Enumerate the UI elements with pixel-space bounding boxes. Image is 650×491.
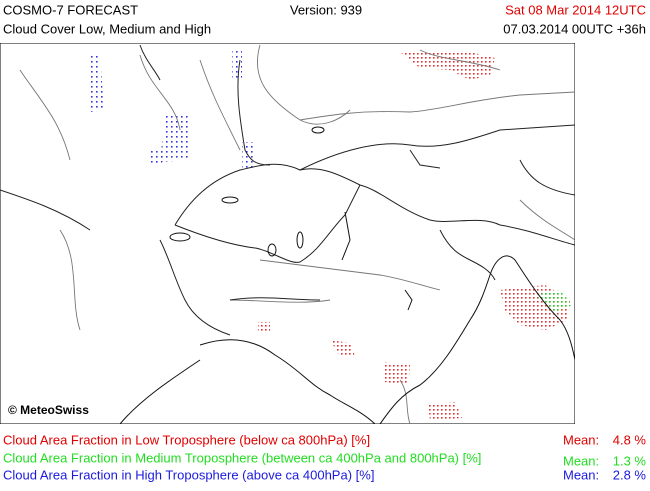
model-title: COSMO-7 FORECAST bbox=[3, 2, 138, 17]
mean-value: 4.8 % bbox=[613, 432, 647, 447]
legend: Cloud Area Fraction in Low Troposphere (… bbox=[3, 432, 646, 482]
mean-value: 2.8 % bbox=[613, 467, 647, 482]
map: © MeteoSwiss bbox=[0, 43, 575, 424]
cloud-dots bbox=[88, 50, 572, 420]
legend-label: Cloud Area Fraction in High Troposphere … bbox=[3, 467, 374, 482]
mean-value: 1.3 % bbox=[613, 453, 647, 468]
version: Version: 939 bbox=[290, 2, 362, 17]
legend-label: Cloud Area Fraction in Medium Tropospher… bbox=[3, 450, 481, 465]
legend-label: Cloud Area Fraction in Low Troposphere (… bbox=[3, 432, 370, 447]
valid-time: Sat 08 Mar 2014 12UTC bbox=[505, 2, 646, 17]
mean-label: Mean: bbox=[563, 432, 599, 447]
copyright: © MeteoSwiss bbox=[8, 403, 89, 417]
mean-label: Mean: bbox=[563, 453, 599, 468]
run-time: 07.03.2014 00UTC +36h bbox=[503, 21, 646, 36]
product-title: Cloud Cover Low, Medium and High bbox=[3, 21, 211, 36]
mean-label: Mean: bbox=[563, 467, 599, 482]
